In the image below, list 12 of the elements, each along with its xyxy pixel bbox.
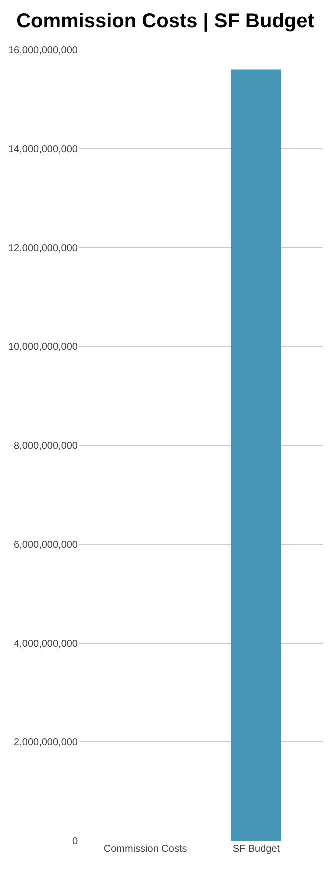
y-tick-label: 8,000,000,000: [14, 441, 78, 452]
x-tick-label: Commission Costs: [104, 844, 188, 855]
y-tick-label: 14,000,000,000: [8, 144, 78, 156]
y-tick-label: 16,000,000,000: [8, 46, 78, 56]
y-tick-label: 0: [72, 836, 78, 848]
x-tick-label: SF Budget: [232, 844, 280, 855]
y-tick-label: 10,000,000,000: [8, 342, 78, 354]
y-tick-label: 6,000,000,000: [14, 540, 78, 551]
y-tick-label: 12,000,000,000: [8, 243, 78, 254]
chart-title: Commission Costs | SF Budget: [16, 10, 315, 32]
y-tick-label: 2,000,000,000: [14, 738, 78, 749]
y-tick-label: 4,000,000,000: [14, 638, 78, 650]
